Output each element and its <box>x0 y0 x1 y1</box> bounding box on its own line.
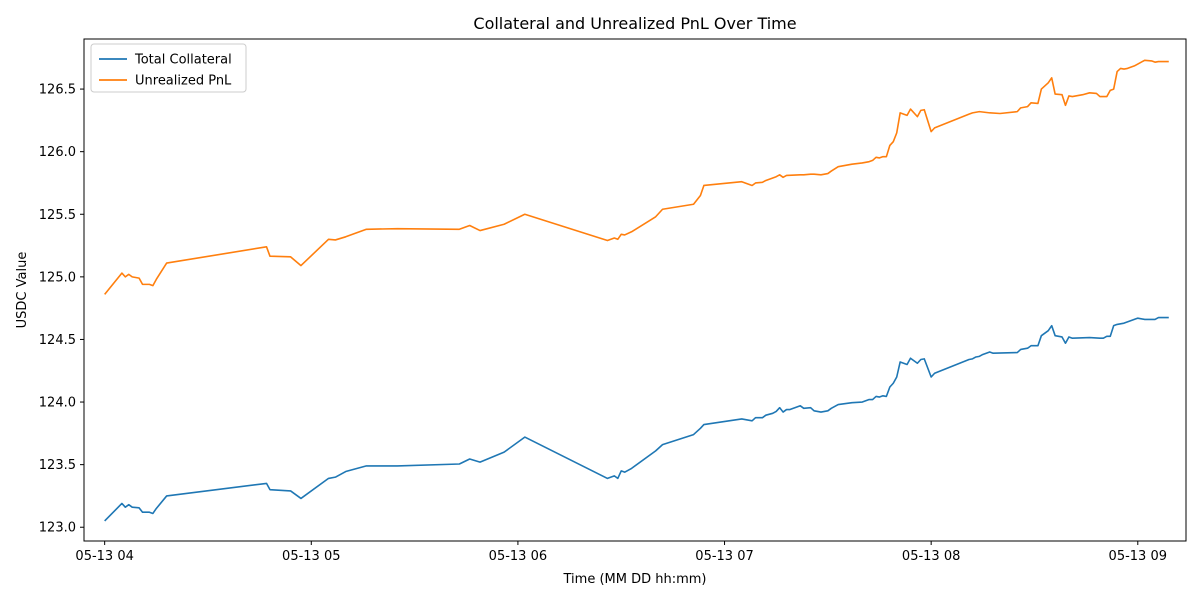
x-axis-label: Time (MM DD hh:mm) <box>563 572 707 587</box>
y-tick-label: 125.5 <box>39 208 76 223</box>
x-tick-label: 05-13 04 <box>75 549 133 564</box>
x-tick-label: 05-13 06 <box>489 549 547 564</box>
y-axis-label: USDC Value <box>15 252 30 329</box>
plot-frame <box>83 38 1187 542</box>
series-layer <box>104 59 1169 522</box>
legend-label-total-collateral: Total Collateral <box>134 53 232 68</box>
axes-layer: 05-13 04 05-13 05 05-13 06 05-13 07 05-13 08… <box>39 38 1187 564</box>
series-line-total-collateral <box>104 316 1169 522</box>
x-tick-label: 05-13 08 <box>902 549 960 564</box>
y-tick-label: 125.0 <box>39 270 76 285</box>
y-tick-label: 124.5 <box>39 333 76 348</box>
x-tick-label: 05-13 09 <box>1109 549 1167 564</box>
legend-box <box>90 43 247 93</box>
y-tick-label: 126.5 <box>39 83 76 98</box>
legend: Total Collateral Unrealized PnL <box>90 43 247 93</box>
y-tick-label: 123.0 <box>39 521 76 536</box>
legend-label-unrealized-pnl: Unrealized PnL <box>135 74 232 89</box>
y-tick-label: 126.0 <box>39 145 76 160</box>
x-tick-label: 05-13 07 <box>695 549 753 564</box>
y-tick-label: 123.5 <box>39 458 76 473</box>
series-line-unrealized-pnl <box>104 59 1169 295</box>
chart-title: Collateral and Unrealized PnL Over Time <box>473 14 796 33</box>
y-tick-label: 124.0 <box>39 396 76 411</box>
x-tick-label: 05-13 05 <box>282 549 340 564</box>
